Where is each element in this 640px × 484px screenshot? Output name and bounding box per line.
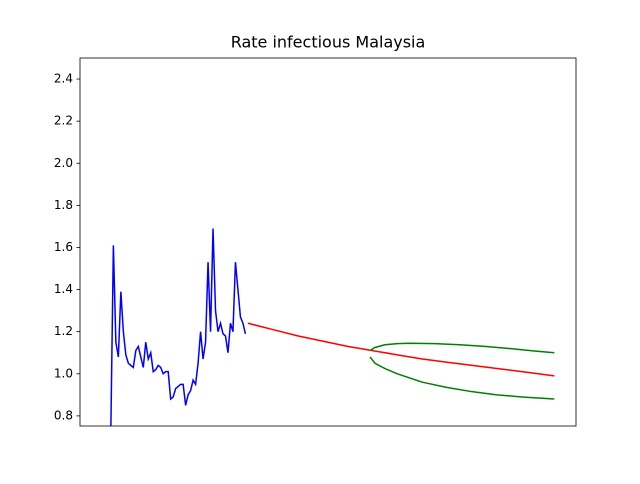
y-tick-label: 1.6 [54, 240, 73, 254]
series-line [369, 342, 555, 354]
y-tick-label: 1.2 [54, 324, 73, 338]
y-tick-label: 1.0 [54, 366, 73, 380]
y-tick-label: 1.4 [54, 282, 73, 296]
y-tick-label: 2.4 [54, 72, 73, 86]
chart-title: Rate infectious Malaysia [231, 33, 426, 52]
y-tick-label: 0.8 [54, 408, 73, 422]
series-line [110, 228, 247, 426]
y-tick-label: 2.2 [54, 114, 73, 128]
y-tick-label: 1.8 [54, 198, 73, 212]
y-tick-label: 2.0 [54, 156, 73, 170]
series-line [369, 356, 555, 400]
series-line [247, 322, 555, 377]
plot-frame [79, 57, 577, 427]
